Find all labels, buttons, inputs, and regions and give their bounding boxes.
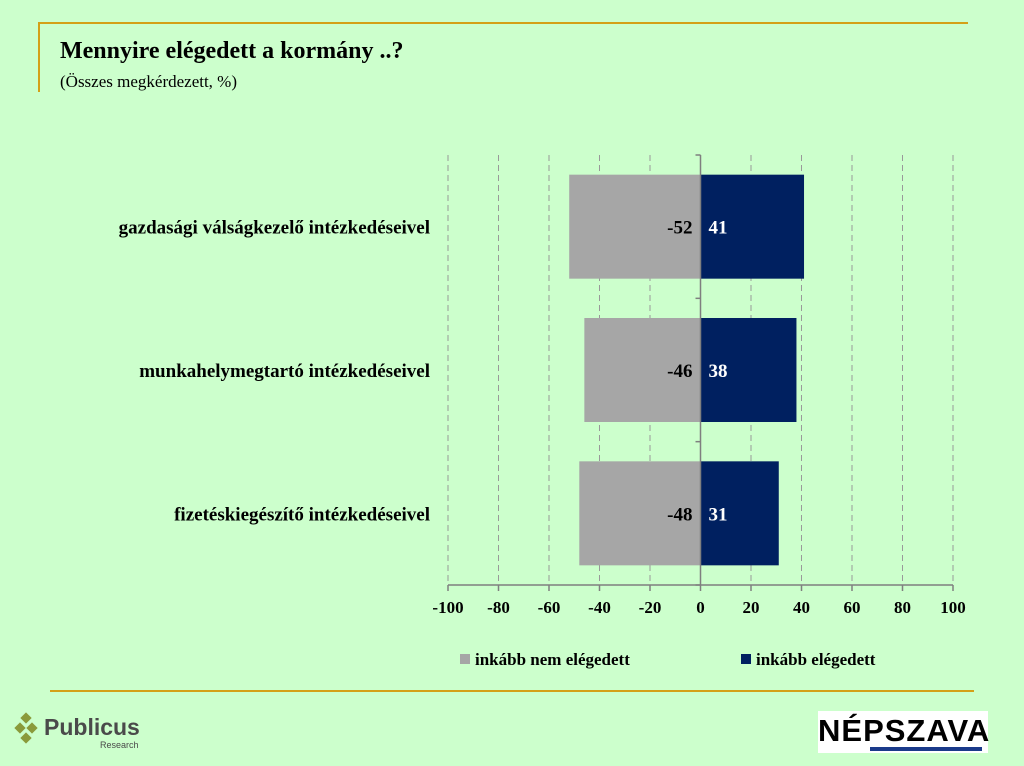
labels: -52 41 gazdasági válságkezelő intézkedései… bbox=[119, 218, 728, 526]
x-tick-label: 60 bbox=[844, 598, 861, 617]
x-tick-label: -20 bbox=[639, 598, 662, 617]
legend: inkább nem elégedett inkább elégedett bbox=[460, 650, 876, 669]
data-label-negative: -48 bbox=[667, 504, 692, 525]
bars bbox=[569, 174, 805, 566]
publicus-logo-icon bbox=[14, 712, 38, 744]
top-rule bbox=[38, 22, 968, 24]
x-tick-label: -40 bbox=[588, 598, 611, 617]
data-label-positive: 41 bbox=[709, 218, 728, 239]
chart-subtitle: (Összes megkérdezett, %) bbox=[60, 72, 238, 91]
chart-title: Mennyire elégedett a kormány ..? bbox=[60, 38, 404, 64]
category-label: gazdasági válságkezelő intézkedéseivel bbox=[119, 218, 430, 239]
x-tick-label: 40 bbox=[793, 598, 810, 617]
x-tick-label: -80 bbox=[487, 598, 510, 617]
data-label-negative: -52 bbox=[667, 218, 692, 239]
legend-swatch bbox=[460, 654, 470, 664]
bottom-rule bbox=[50, 690, 974, 692]
left-rule bbox=[38, 22, 40, 92]
publicus-sub: Research bbox=[100, 740, 139, 750]
nepszava-text: NÉPSZAVA bbox=[818, 713, 991, 748]
legend-swatch bbox=[741, 654, 751, 664]
data-label-negative: -46 bbox=[667, 361, 692, 382]
data-label-positive: 38 bbox=[709, 361, 728, 382]
x-tick-label: 80 bbox=[894, 598, 911, 617]
bar-negative bbox=[584, 318, 701, 422]
x-tick-label: 20 bbox=[743, 598, 760, 617]
nepszava-bar bbox=[870, 747, 982, 751]
publicus-name: Publicus bbox=[44, 714, 140, 740]
x-tick-label: -60 bbox=[538, 598, 561, 617]
bar-negative bbox=[569, 174, 701, 279]
bar-positive bbox=[700, 174, 805, 279]
legend-label: inkább elégedett bbox=[756, 650, 876, 669]
category-label: munkahelymegtartó intézkedéseivel bbox=[139, 361, 430, 382]
data-label-positive: 31 bbox=[709, 504, 728, 525]
bar-positive bbox=[700, 461, 779, 566]
x-tick-label: 0 bbox=[696, 598, 705, 617]
x-tick-label: -100 bbox=[432, 598, 463, 617]
x-axis: -100 -80 -60 -40 -20 0 20 40 60 80 100 bbox=[432, 154, 966, 617]
bar-negative bbox=[579, 461, 701, 566]
category-label: fizetéskiegészítő intézkedéseivel bbox=[174, 504, 430, 525]
legend-label: inkább nem elégedett bbox=[475, 650, 630, 669]
nepszava-logo: NÉPSZAVA bbox=[818, 711, 991, 753]
bar-positive bbox=[700, 318, 797, 422]
x-tick-label: 100 bbox=[940, 598, 966, 617]
